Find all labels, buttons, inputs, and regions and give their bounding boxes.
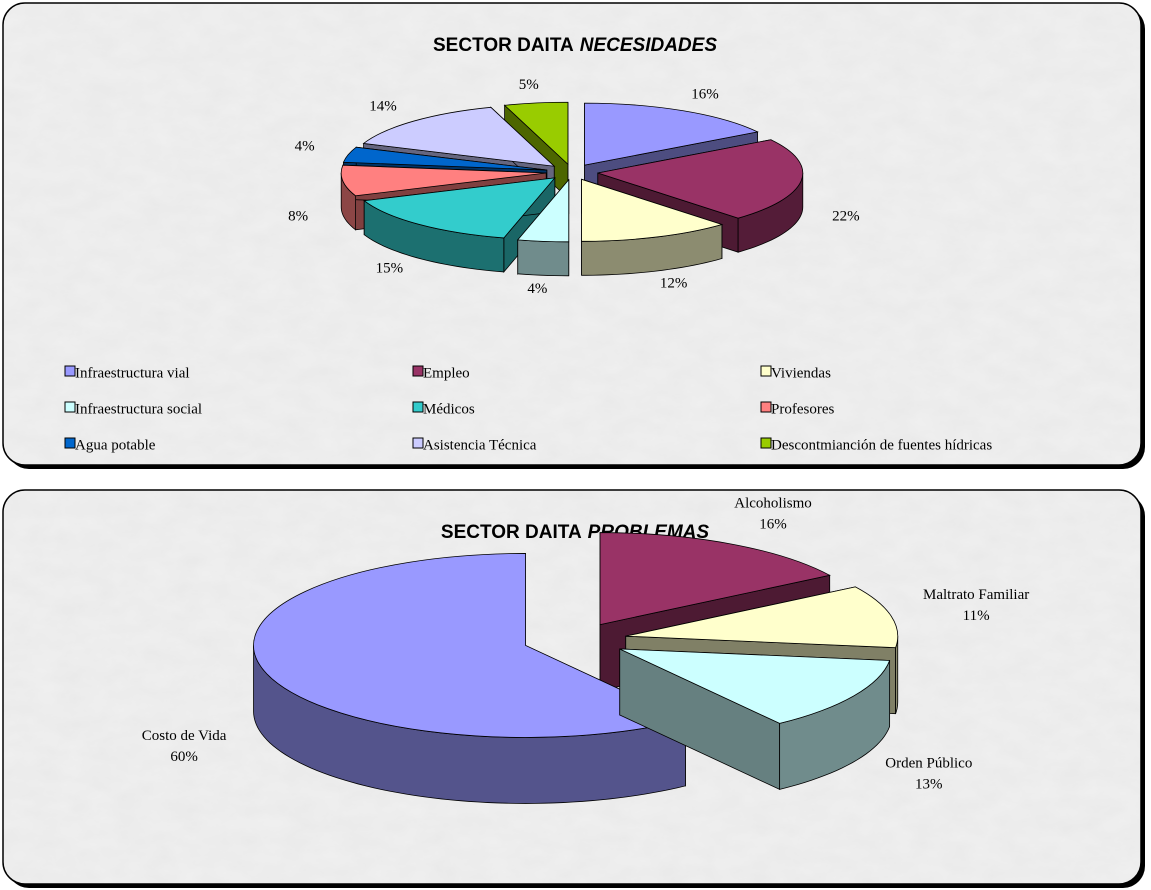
- slice-category-label: Maltrato Familiar: [923, 587, 1029, 603]
- legend-label: Empleo: [423, 365, 470, 381]
- legend-label: Viviendas: [771, 365, 831, 381]
- title-main: SECTOR DAITA: [441, 522, 582, 543]
- data-label: 16%: [759, 517, 787, 533]
- data-label: 22%: [832, 209, 860, 225]
- title-main: SECTOR DAITA: [433, 35, 574, 56]
- legend-label: Infraestructura vial: [75, 365, 190, 381]
- slice: [503, 101, 569, 166]
- data-label: 13%: [915, 777, 943, 793]
- slice: [597, 139, 804, 219]
- slice-side: [517, 239, 570, 277]
- legend-label: Médicos: [423, 401, 475, 417]
- title-italic: NECESIDADES: [580, 35, 718, 56]
- slice-category-label: Orden Público: [885, 756, 972, 772]
- data-label: 4%: [527, 281, 547, 297]
- legend-swatch: [412, 437, 424, 449]
- slice: [342, 146, 547, 171]
- legend-label: Agua potable: [75, 437, 156, 453]
- legend-swatch: [760, 401, 772, 413]
- slice: [581, 178, 724, 242]
- slice: [363, 177, 556, 239]
- chart-title: SECTOR DAITA NECESIDADES: [433, 35, 717, 56]
- slice: [516, 178, 570, 243]
- data-label: 14%: [369, 99, 397, 115]
- legend-swatch: [64, 401, 76, 413]
- data-label: 15%: [376, 261, 404, 277]
- legend-swatch: [64, 365, 76, 377]
- data-label: 16%: [691, 86, 719, 102]
- legend-label: Profesores: [771, 401, 834, 417]
- legend-swatch: [412, 365, 424, 377]
- slice: [584, 102, 759, 166]
- slice-category-label: Alcoholismo: [734, 496, 812, 512]
- slice: [619, 648, 891, 724]
- legend-label: Descontmianción de fuentes hídricas: [771, 437, 992, 453]
- slice: [253, 553, 687, 738]
- panel-texture: [3, 3, 1141, 465]
- legend-swatch: [760, 365, 772, 377]
- data-label: 4%: [295, 139, 315, 155]
- slice: [340, 164, 547, 197]
- panel-border: [2, 489, 1142, 885]
- slice: [625, 586, 899, 649]
- legend-label: Asistencia Técnica: [423, 437, 537, 453]
- legend-label: Infraestructura social: [75, 401, 202, 417]
- data-label: 60%: [170, 749, 198, 765]
- legend-swatch: [412, 401, 424, 413]
- legend-swatch: [760, 437, 772, 449]
- data-label: 8%: [288, 209, 308, 225]
- slice: [599, 532, 831, 626]
- panel-border: [2, 2, 1142, 466]
- legend-swatch: [64, 437, 76, 449]
- data-label: 12%: [660, 276, 688, 292]
- slice-category-label: Costo de Vida: [142, 728, 227, 744]
- slice: [362, 106, 556, 167]
- data-label: 11%: [963, 608, 990, 624]
- data-label: 5%: [519, 77, 539, 93]
